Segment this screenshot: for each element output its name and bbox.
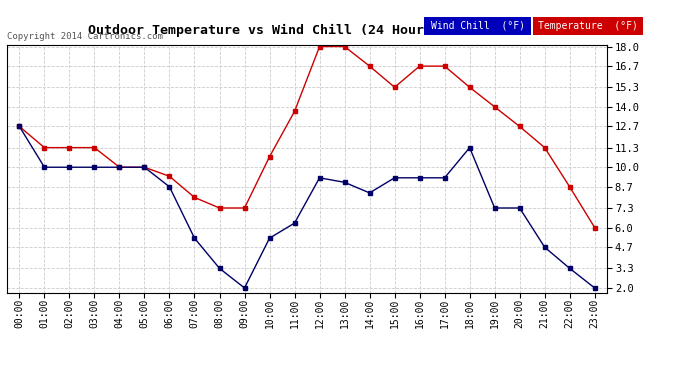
Text: Temperature  (°F): Temperature (°F) [538,21,638,31]
Text: Wind Chill  (°F): Wind Chill (°F) [431,21,525,31]
Text: Copyright 2014 Cartronics.com: Copyright 2014 Cartronics.com [7,32,163,41]
Text: Outdoor Temperature vs Wind Chill (24 Hours)  20140209: Outdoor Temperature vs Wind Chill (24 Ho… [88,24,520,38]
